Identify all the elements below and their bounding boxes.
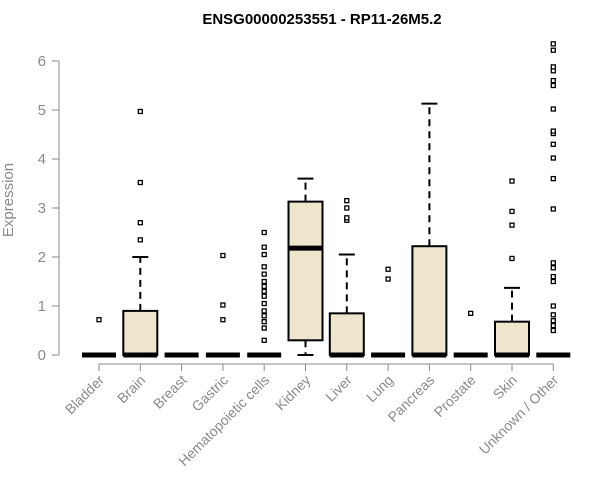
outlier-point	[509, 178, 515, 184]
x-tick-label: Skin	[490, 372, 521, 403]
box-bladder	[82, 317, 116, 358]
box-lung	[371, 266, 406, 358]
outlier-point	[261, 288, 267, 294]
outlier-point	[261, 325, 267, 331]
outlier-point	[550, 318, 556, 324]
outlier-point	[550, 82, 556, 89]
outlier-point	[261, 300, 267, 307]
outlier-point	[509, 208, 515, 215]
outlier-point	[550, 273, 556, 280]
outlier-point	[550, 175, 556, 182]
x-tick-label: Lung	[363, 372, 396, 405]
box-rect	[411, 245, 448, 356]
y-tick-label: 2	[38, 249, 46, 266]
y-tick-label: 1	[38, 298, 46, 315]
outlier-point	[261, 278, 267, 285]
outlier-point	[385, 266, 391, 272]
outlier-point	[550, 278, 556, 285]
box-unknown-other	[536, 41, 571, 358]
outlier-point	[261, 271, 267, 277]
box-pancreas	[411, 102, 448, 358]
box-hematopoietic-cells	[247, 229, 282, 358]
box-skin	[494, 178, 530, 358]
outlier-point	[550, 141, 556, 147]
outlier-point	[220, 252, 226, 259]
outlier-point	[137, 179, 143, 186]
outlier-point	[550, 64, 556, 70]
outlier-point	[261, 251, 267, 258]
y-axis-label: Expression	[0, 163, 17, 237]
outlier-point	[261, 264, 267, 270]
box-liver	[328, 197, 365, 358]
outlier-point	[261, 313, 267, 319]
outlier-point	[550, 47, 556, 53]
outlier-point	[261, 293, 267, 299]
outlier-point	[550, 155, 556, 161]
box-rect	[328, 312, 365, 357]
x-tick-label: Breast	[150, 372, 190, 412]
y-axis: 0 1 2 3 4 5 6	[38, 53, 60, 364]
outlier-point	[261, 308, 267, 314]
outlier-point	[550, 106, 556, 112]
x-tick-label: Brain	[114, 372, 148, 406]
outlier-point	[509, 255, 515, 262]
y-tick-label: 0	[38, 347, 46, 364]
outlier-point	[220, 302, 226, 308]
outlier-point	[550, 128, 556, 134]
outlier-point	[550, 41, 556, 47]
outlier-point	[96, 317, 102, 323]
x-tick-label: Bladder	[62, 372, 108, 418]
box-brain	[122, 108, 159, 358]
boxes	[82, 41, 571, 358]
outlier-point	[137, 108, 143, 115]
outlier-point	[344, 205, 350, 211]
outlier-point	[261, 229, 267, 236]
outlier-point	[344, 215, 350, 221]
box-rect	[287, 200, 324, 342]
outlier-point	[220, 317, 226, 323]
outlier-point	[550, 260, 556, 266]
outlier-point	[550, 327, 556, 334]
box-prostate	[453, 310, 488, 358]
outlier-point	[550, 312, 556, 318]
outlier-point	[261, 337, 267, 343]
outlier-point	[550, 265, 556, 271]
x-tick-label: Liver	[322, 372, 355, 405]
outlier-point	[550, 322, 556, 329]
y-tick-label: 3	[38, 200, 46, 217]
x-tick-label: Prostate	[431, 372, 479, 420]
outlier-point	[137, 220, 143, 226]
outlier-point	[550, 206, 556, 212]
outlier-point	[344, 197, 350, 204]
outlier-point	[137, 237, 143, 243]
box-rect	[122, 309, 159, 356]
box-kidney	[287, 177, 324, 356]
chart-title: ENSG00000253551 - RP11-26M5.2	[202, 11, 441, 28]
outlier-point	[509, 222, 515, 228]
outlier-point	[261, 319, 267, 325]
outlier-point	[468, 310, 474, 317]
outlier-point	[550, 77, 556, 84]
outlier-point	[550, 303, 556, 309]
outlier-point	[385, 276, 391, 282]
y-tick-label: 4	[38, 151, 46, 168]
outlier-point	[261, 283, 267, 290]
x-tick-label: Kidney	[272, 372, 314, 414]
y-tick-label: 5	[38, 102, 46, 119]
box-gastric	[205, 252, 240, 358]
box-rect	[494, 320, 530, 356]
outlier-point	[261, 244, 267, 250]
y-tick-label: 6	[38, 53, 46, 70]
